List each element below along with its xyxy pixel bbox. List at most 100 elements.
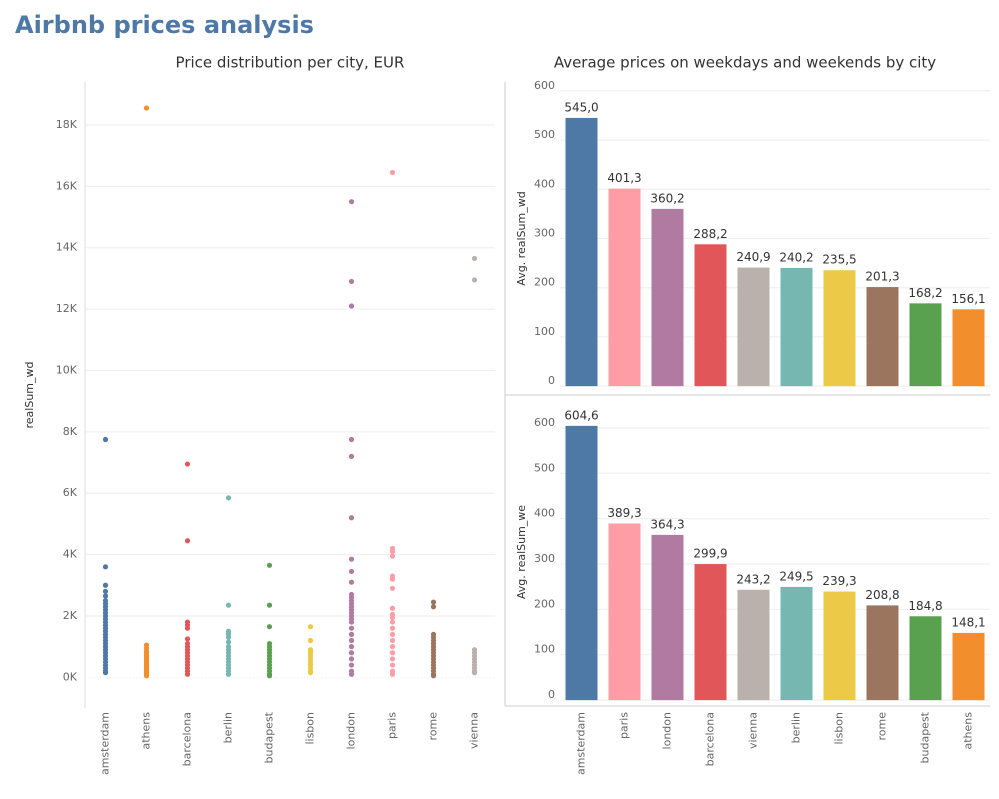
bar xyxy=(823,270,856,387)
y-tick-label: 500 xyxy=(534,128,555,141)
point xyxy=(348,625,355,631)
point xyxy=(348,515,355,521)
y-tick-label: 600 xyxy=(534,416,555,429)
chart-title: Price distribution per city, EUR xyxy=(176,54,405,72)
y-tick-label: 0 xyxy=(548,688,555,701)
x-tick-label: london xyxy=(661,712,674,749)
point xyxy=(266,624,273,630)
point xyxy=(348,637,355,644)
point xyxy=(102,582,109,588)
y-tick-label: 2K xyxy=(63,609,78,622)
point xyxy=(430,604,437,610)
value-label: 239,3 xyxy=(822,574,856,588)
x-tick-label: vienna xyxy=(747,712,760,749)
bar xyxy=(694,244,727,387)
point xyxy=(102,564,109,570)
bar xyxy=(694,564,727,701)
point xyxy=(389,637,396,644)
bar xyxy=(651,208,684,387)
x-tick-label: barcelona xyxy=(181,712,194,766)
point xyxy=(184,538,191,544)
bar xyxy=(952,309,985,387)
y-tick-label: 16K xyxy=(56,179,78,192)
y-tick-label: 600 xyxy=(534,79,555,92)
point xyxy=(184,625,191,631)
bar xyxy=(565,117,598,387)
y-tick-label: 4K xyxy=(63,548,78,561)
point xyxy=(389,553,396,559)
value-label: 299,9 xyxy=(693,547,727,561)
x-tick-label: berlin xyxy=(222,712,235,743)
point xyxy=(348,656,355,662)
bar xyxy=(866,605,899,701)
point xyxy=(348,453,355,459)
y-tick-label: 500 xyxy=(534,461,555,474)
x-tick-label: paris xyxy=(618,712,631,739)
point xyxy=(102,593,109,599)
y-tick-label: 100 xyxy=(534,325,555,338)
point xyxy=(225,602,232,608)
value-label: 156,1 xyxy=(951,292,985,306)
y-axis-title: realSum_wd xyxy=(23,362,36,429)
value-label: 249,5 xyxy=(779,569,813,583)
bar xyxy=(780,586,813,701)
bar xyxy=(909,616,942,701)
value-label: 243,2 xyxy=(736,572,770,586)
point xyxy=(348,671,355,677)
value-label: 604,6 xyxy=(564,408,598,422)
y-tick-label: 14K xyxy=(56,241,78,254)
point xyxy=(389,614,396,621)
point xyxy=(225,495,232,501)
bar xyxy=(866,287,899,387)
point xyxy=(389,619,396,625)
y-tick-label: 0K xyxy=(63,670,78,683)
point xyxy=(102,588,109,594)
point xyxy=(348,579,355,585)
point xyxy=(225,634,232,641)
value-label: 235,5 xyxy=(822,253,856,267)
x-tick-label: budapest xyxy=(263,711,276,763)
x-tick-label: amsterdam xyxy=(575,712,588,775)
point xyxy=(143,105,150,111)
point xyxy=(389,662,396,668)
point xyxy=(389,576,396,582)
bar xyxy=(565,425,598,701)
value-label: 389,3 xyxy=(607,506,641,520)
y-tick-label: 400 xyxy=(534,177,555,190)
value-label: 401,3 xyxy=(607,171,641,185)
point xyxy=(348,662,355,668)
point xyxy=(348,556,355,562)
y-tick-label: 6K xyxy=(63,486,78,499)
bar xyxy=(823,591,856,701)
value-label: 184,8 xyxy=(908,599,942,613)
point xyxy=(389,169,396,176)
bar xyxy=(780,267,813,387)
point xyxy=(348,631,355,637)
point xyxy=(348,650,355,656)
bar xyxy=(608,523,641,701)
point xyxy=(471,670,478,676)
value-label: 288,2 xyxy=(693,227,727,241)
point xyxy=(102,670,109,676)
x-tick-label: athens xyxy=(140,712,153,750)
point xyxy=(348,436,355,443)
point xyxy=(430,599,437,605)
point xyxy=(307,637,314,644)
point xyxy=(389,656,396,662)
y-tick-label: 300 xyxy=(534,552,555,565)
value-label: 201,3 xyxy=(865,270,899,284)
point xyxy=(348,568,355,575)
bar xyxy=(909,303,942,387)
point xyxy=(471,277,478,283)
bar xyxy=(737,589,770,701)
y-tick-label: 0 xyxy=(548,374,555,387)
value-label: 364,3 xyxy=(650,517,684,531)
value-label: 168,2 xyxy=(908,286,942,300)
dashboard-title: Airbnb prices analysis xyxy=(15,11,314,39)
y-tick-label: 200 xyxy=(534,597,555,610)
point xyxy=(389,631,396,637)
value-label: 545,0 xyxy=(564,100,598,114)
x-tick-label: berlin xyxy=(790,712,803,743)
value-label: 360,2 xyxy=(650,191,684,205)
x-tick-label: paris xyxy=(386,712,399,739)
